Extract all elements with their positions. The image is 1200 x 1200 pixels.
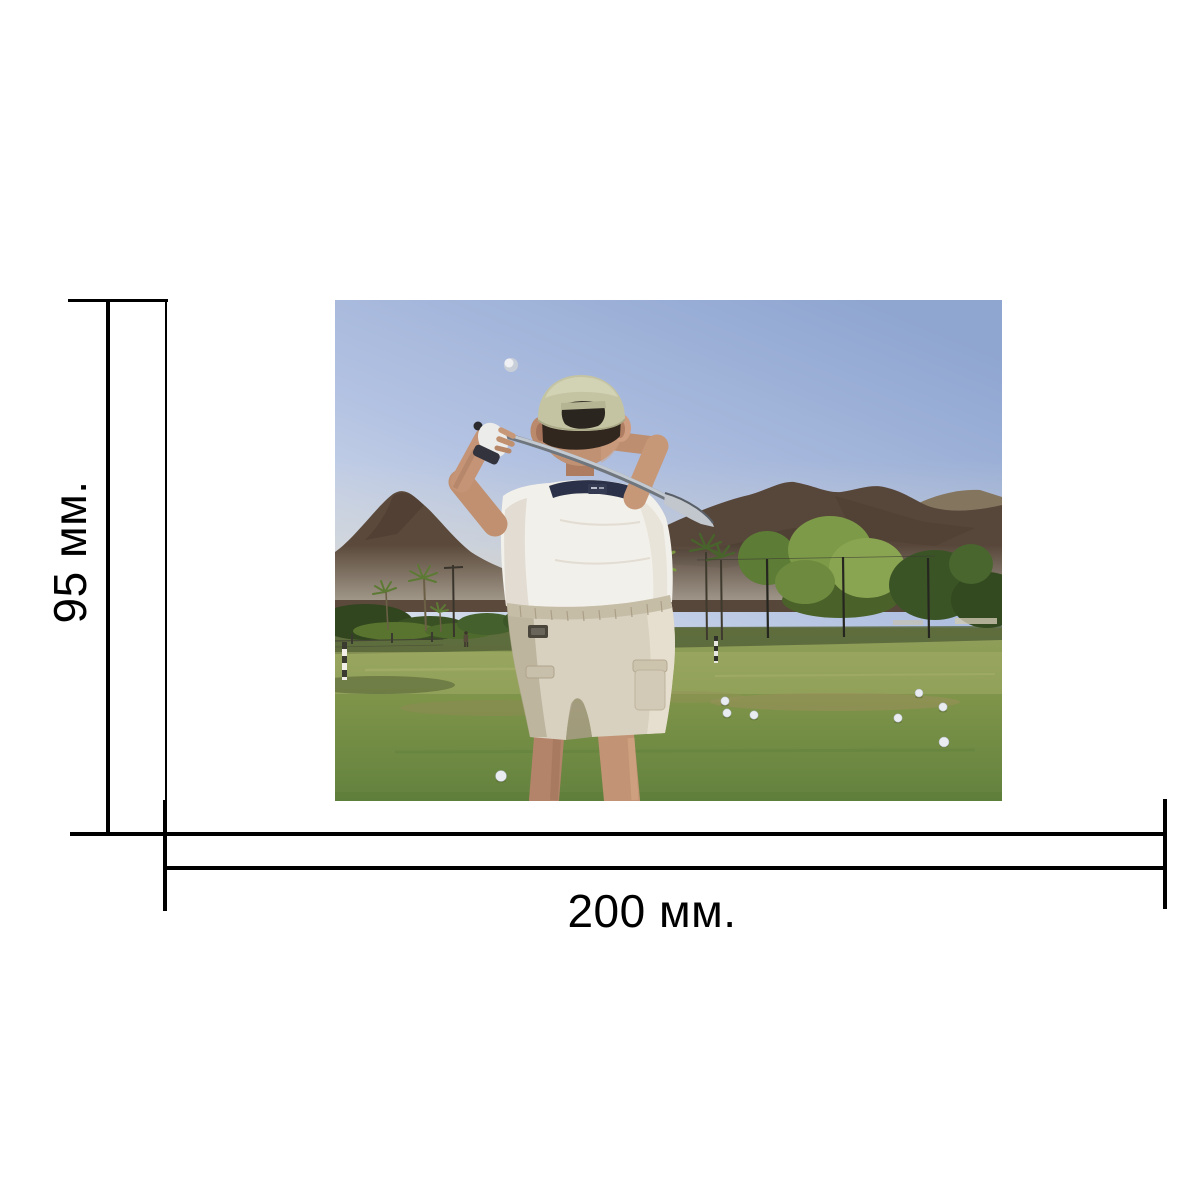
left-extension-line — [165, 301, 167, 801]
golf-balls — [495, 688, 950, 783]
height-dimension-top-tick — [68, 299, 168, 302]
width-dimension-right-tick — [1163, 799, 1167, 909]
golfer-boy — [448, 375, 714, 801]
height-dimension-label: 95 мм. — [44, 480, 96, 624]
width-dimension-line — [164, 866, 1167, 870]
striped-marker-posts — [342, 636, 718, 680]
width-dimension-left-tick — [163, 800, 167, 911]
bottom-reference-line — [70, 832, 1167, 836]
width-dimension-label: 200 мм. — [567, 885, 737, 937]
trees-and-poles — [335, 516, 1002, 680]
golf-ball-in-air — [504, 358, 518, 372]
distant-person — [463, 631, 469, 647]
product-photo-golf-boy — [335, 300, 1002, 801]
height-dimension-line — [106, 299, 110, 836]
